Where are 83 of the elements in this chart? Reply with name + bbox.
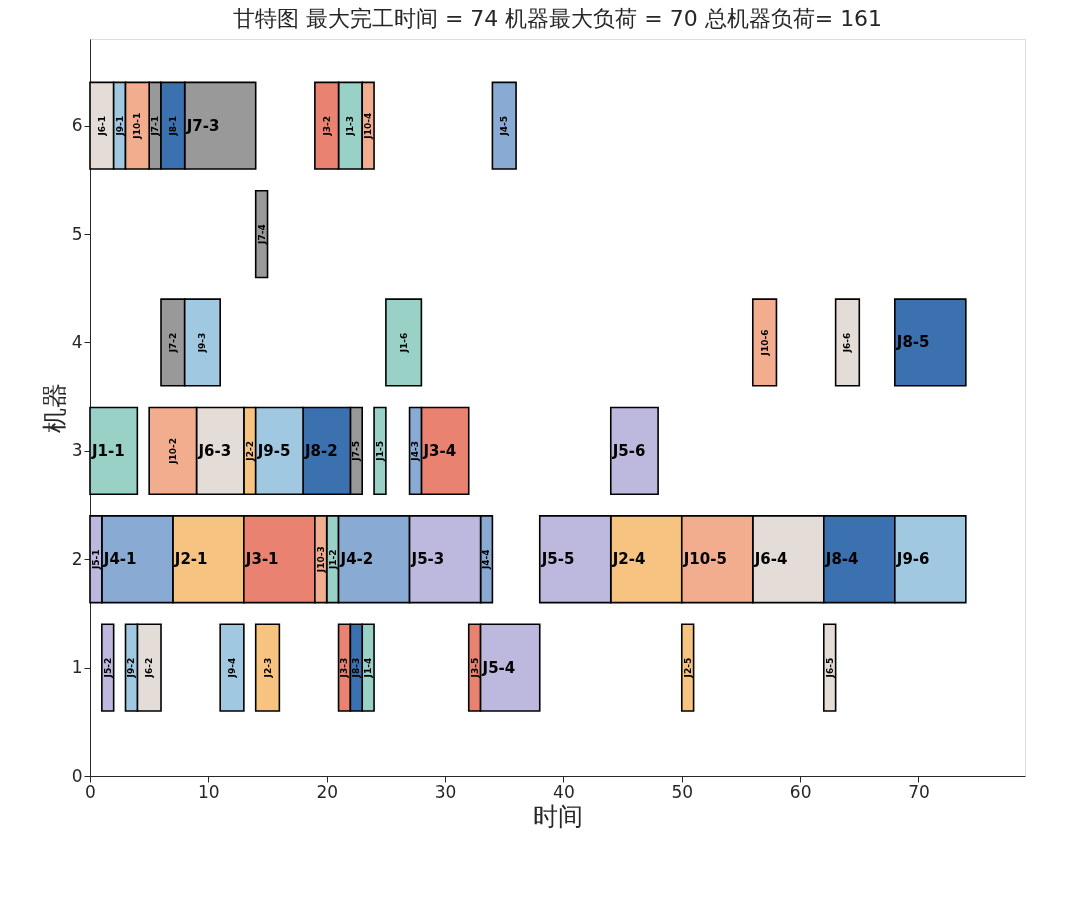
bar xyxy=(894,298,967,387)
data-label: J2-4 xyxy=(611,550,646,569)
data-label: J4-5 xyxy=(499,115,510,137)
data-label: J10-4 xyxy=(363,112,374,140)
data-label: J5-1 xyxy=(90,549,101,571)
data-label: J8-3 xyxy=(351,657,362,679)
data-label: J5-5 xyxy=(540,550,575,569)
data-label: J7-5 xyxy=(351,441,362,462)
data-label: J1-4 xyxy=(363,657,374,679)
data-label: J10-6 xyxy=(759,329,770,357)
data-label: J3-1 xyxy=(244,550,279,569)
data-label: J7-2 xyxy=(167,332,178,354)
data-label: J5-3 xyxy=(410,550,445,569)
data-label: J2-1 xyxy=(173,550,208,569)
data-label: J1-2 xyxy=(327,549,338,571)
data-label: J1-6 xyxy=(398,332,409,354)
data-label: J8-1 xyxy=(167,115,178,137)
data-label: J10-2 xyxy=(167,437,178,465)
data-label: J8-5 xyxy=(895,333,930,352)
bar xyxy=(89,406,139,496)
x-tick-label: 50 xyxy=(671,781,694,802)
x-tick-label: 60 xyxy=(789,781,812,802)
data-label: J6-3 xyxy=(197,441,232,460)
data-label: J5-6 xyxy=(611,441,646,460)
data-label: J2-2 xyxy=(244,441,255,462)
data-label: J9-5 xyxy=(256,441,291,460)
y-tick-label: 6 xyxy=(71,115,83,136)
data-label: J9-6 xyxy=(895,550,930,569)
x-tick-label: 20 xyxy=(316,781,339,802)
y-tick-label: 0 xyxy=(71,765,83,786)
bar xyxy=(219,623,245,712)
data-label: J9-3 xyxy=(197,332,208,354)
x-axis-title: 时间 xyxy=(533,801,583,831)
data-label: J5-4 xyxy=(481,658,516,677)
data-label: J3-2 xyxy=(321,115,332,137)
data-label: J9-2 xyxy=(126,657,137,679)
bar xyxy=(373,406,387,496)
data-label: J3-3 xyxy=(339,657,350,679)
data-label: J4-4 xyxy=(481,549,492,571)
data-label: J6-2 xyxy=(144,657,155,679)
data-label: J2-5 xyxy=(682,657,693,679)
y-tick-label: 1 xyxy=(71,657,83,678)
data-label: J7-4 xyxy=(256,224,267,245)
data-label: J10-3 xyxy=(315,546,326,574)
data-label: J5-2 xyxy=(102,657,113,679)
data-label: J6-6 xyxy=(842,332,853,354)
data-label: J9-1 xyxy=(114,115,125,137)
x-tick-label: 0 xyxy=(85,781,96,802)
data-label: J6-5 xyxy=(824,657,835,679)
data-label: J10-5 xyxy=(682,550,727,569)
data-label: J1-3 xyxy=(345,115,356,137)
y-tick-label: 5 xyxy=(71,223,83,244)
data-label: J7-1 xyxy=(150,115,161,137)
data-label: J6-1 xyxy=(96,115,107,137)
bar xyxy=(385,298,423,387)
data-label: J8-2 xyxy=(304,441,338,460)
y-tick-label: 2 xyxy=(71,548,83,569)
bar xyxy=(254,623,281,712)
data-label: J1-5 xyxy=(374,441,385,462)
data-label: J3-5 xyxy=(469,657,480,679)
bar xyxy=(609,406,659,496)
x-tick-label: 40 xyxy=(553,781,575,802)
bar xyxy=(751,298,778,387)
x-tick-label: 30 xyxy=(434,781,457,802)
x-tick-label: 10 xyxy=(198,781,220,802)
y-tick-label: 4 xyxy=(71,331,83,352)
chart-title: 甘特图 最大完工时间 = 74 机器最大负荷 = 70 总机器负荷= 161 xyxy=(232,6,883,31)
bar xyxy=(491,81,517,170)
data-label: J9-4 xyxy=(227,657,238,679)
data-label: J4-1 xyxy=(102,550,137,569)
data-label: J10-1 xyxy=(132,112,143,140)
x-tick-label: 70 xyxy=(908,781,930,802)
data-label: J4-2 xyxy=(339,550,374,569)
data-label: J6-4 xyxy=(753,550,788,569)
data-label: J1-1 xyxy=(91,441,125,460)
y-tick-label: 3 xyxy=(71,440,83,461)
data-label: J2-3 xyxy=(262,657,273,679)
data-label: J8-4 xyxy=(824,550,859,569)
data-label: J3-4 xyxy=(422,441,457,460)
bar xyxy=(834,298,861,387)
data-label: J7-3 xyxy=(185,116,220,135)
data-label: J4-3 xyxy=(410,441,421,462)
y-axis-title: 机器 xyxy=(39,383,69,433)
